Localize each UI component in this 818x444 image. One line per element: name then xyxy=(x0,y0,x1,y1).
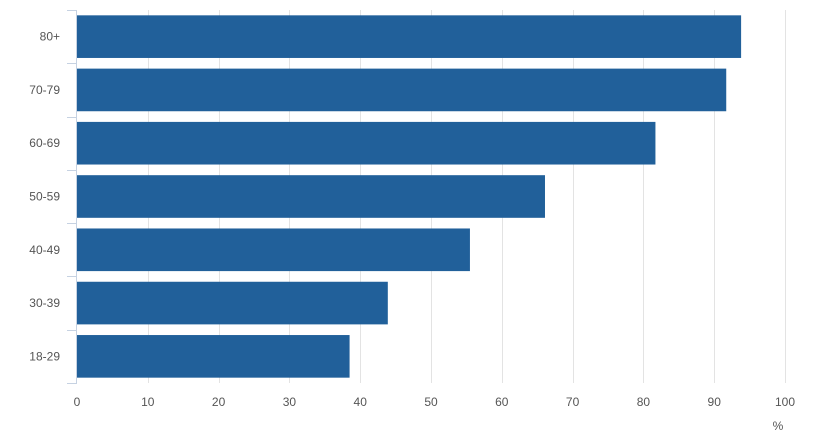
bar-80+ xyxy=(77,15,742,58)
x-tick-label: 20 xyxy=(212,395,226,409)
y-tick-label: 50-59 xyxy=(29,190,60,204)
x-tick-label: 40 xyxy=(354,395,368,409)
bar-30-39 xyxy=(77,281,388,325)
y-tick-label: 60-69 xyxy=(29,136,60,150)
y-tick-label: 18-29 xyxy=(29,349,60,363)
y-tick-label: 80+ xyxy=(40,30,60,44)
x-tick-label: 90 xyxy=(708,395,722,409)
bar-60-69 xyxy=(77,121,656,165)
y-tick-label: 40-49 xyxy=(29,243,60,257)
x-tick-label: 100 xyxy=(775,395,795,409)
bars xyxy=(77,15,742,378)
x-tick-label: 10 xyxy=(141,395,155,409)
x-tick-label: 80 xyxy=(637,395,651,409)
axes xyxy=(67,10,77,384)
bar-70-79 xyxy=(77,68,727,112)
x-tick-label: 50 xyxy=(424,395,438,409)
x-tick-label: 0 xyxy=(74,395,81,409)
bar-40-49 xyxy=(77,228,470,272)
x-tick-label: 30 xyxy=(283,395,297,409)
bar-50-59 xyxy=(77,175,545,218)
y-tick-label: 30-39 xyxy=(29,296,60,310)
y-tick-label: 70-79 xyxy=(29,83,60,97)
bar-18-29 xyxy=(77,335,350,378)
x-tick-label: 70 xyxy=(566,395,580,409)
x-axis-title: % xyxy=(773,419,784,433)
y-tick-labels: 80+ 70-79 60-69 50-59 40-49 30-39 18-29 xyxy=(29,30,60,364)
x-tick-labels: 0 10 20 30 40 50 60 70 80 90 100 xyxy=(74,395,796,409)
x-tick-label: 60 xyxy=(495,395,509,409)
